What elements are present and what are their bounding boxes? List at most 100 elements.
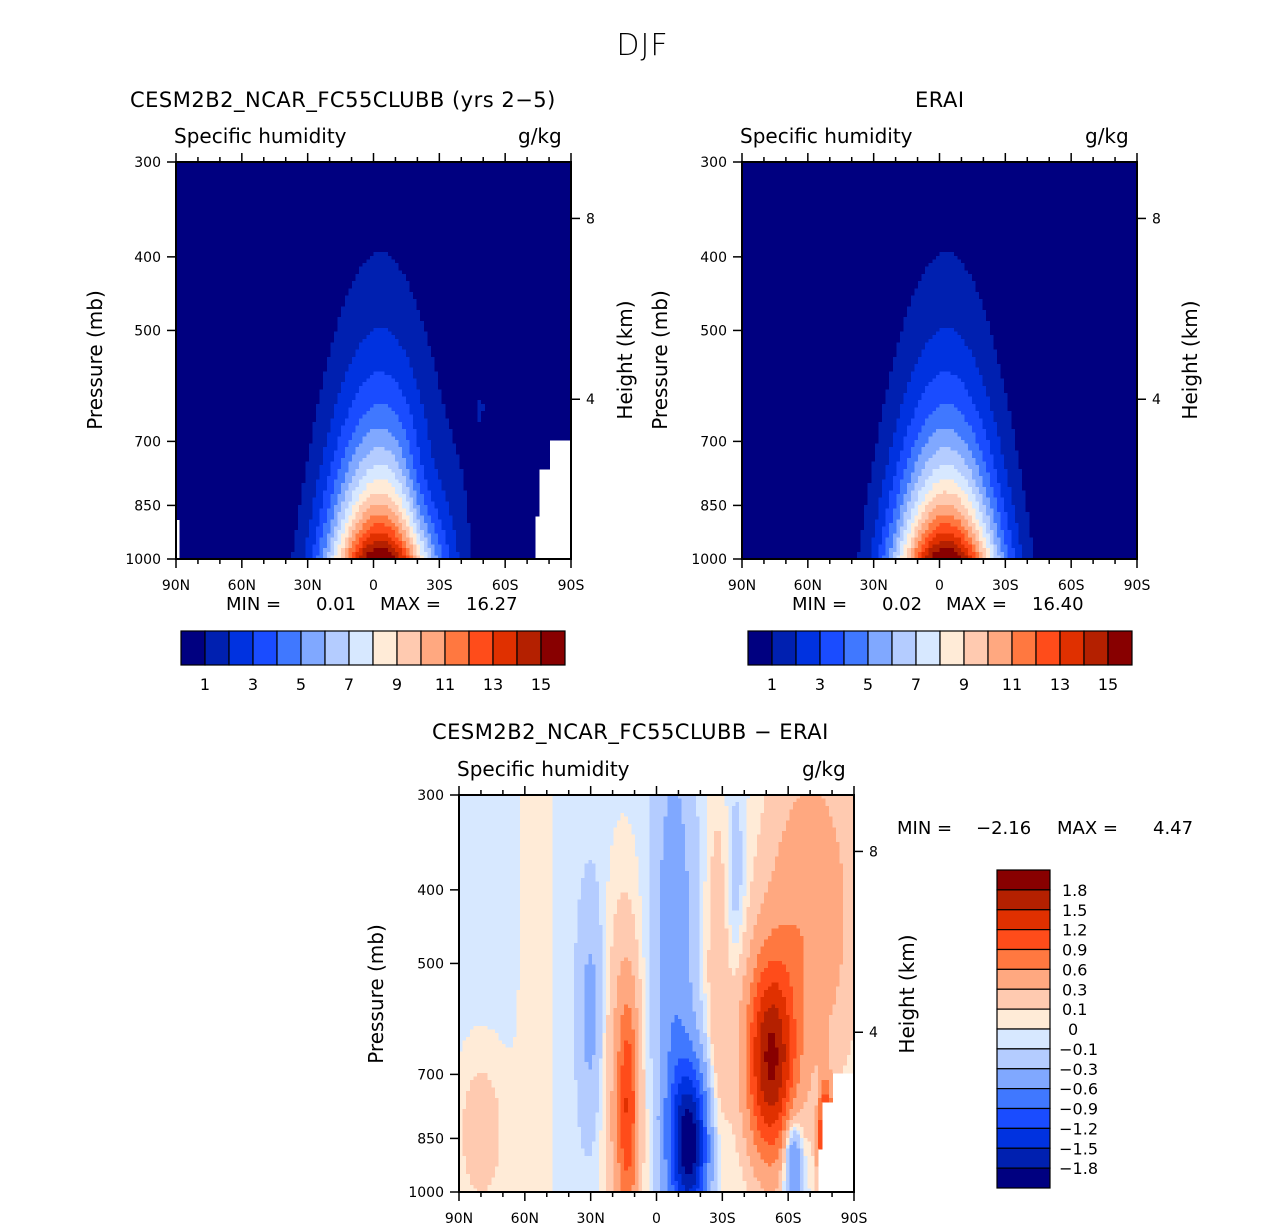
colorbar-model <box>180 630 566 666</box>
colorbar-box-model <box>300 630 326 666</box>
panel-title-diff: CESM2B2_NCAR_FC55CLUBB − ERAI <box>432 720 829 744</box>
variable-label-obs: Specific humidity <box>740 124 913 148</box>
colorbar-box-diff <box>996 968 1051 990</box>
panel-title-obs: ERAI <box>915 88 965 112</box>
y-tick-label-diff: 1000 <box>408 1185 444 1201</box>
x-tick-label-model: 0 <box>369 578 378 594</box>
y-right-tick-label-model: 4 <box>586 392 595 408</box>
colorbar-box-diff <box>996 948 1051 970</box>
y-tick-label-obs: 300 <box>700 155 727 171</box>
colorbar-box-diff <box>996 1127 1051 1149</box>
x-tick-label-diff: 90S <box>841 1211 868 1227</box>
units-label-model: g/kg <box>518 124 562 148</box>
colorbar-diff <box>996 869 1051 1189</box>
colorbar-box-obs <box>1107 630 1133 666</box>
colorbar-label-obs: 9 <box>959 675 969 694</box>
colorbar-box-model <box>228 630 254 666</box>
x-tick-label-obs: 90S <box>1124 578 1151 594</box>
colorbar-label-model: 5 <box>296 675 306 694</box>
colorbar-box-diff <box>996 1048 1051 1070</box>
y-tick-label-obs: 500 <box>700 323 727 339</box>
colorbar-box-obs <box>795 630 821 666</box>
y-tick-label-diff: 400 <box>417 883 444 899</box>
x-tick-label-model: 90N <box>162 578 190 594</box>
max-label-obs: MAX = <box>946 594 1007 615</box>
min-label-model: MIN = <box>226 594 281 615</box>
colorbar-box-diff <box>996 929 1051 951</box>
colorbar-box-diff <box>996 988 1051 1010</box>
colorbar-box-model <box>324 630 350 666</box>
colorbar-box-obs <box>1083 630 1109 666</box>
colorbar-label-model: 1 <box>200 675 210 694</box>
colorbar-label-obs: 1 <box>767 675 777 694</box>
x-tick-label-diff: 60N <box>511 1211 539 1227</box>
y-tick-label-model: 1000 <box>125 552 161 568</box>
colorbar-box-model <box>252 630 278 666</box>
colorbar-box-model <box>516 630 542 666</box>
colorbar-box-diff <box>996 1068 1051 1090</box>
colorbar-label-obs: 3 <box>815 675 825 694</box>
colorbar-label-model: 13 <box>483 675 503 694</box>
colorbar-label-obs: 11 <box>1002 675 1022 694</box>
min-value-diff: −2.16 <box>976 818 1031 839</box>
x-tick-label-model: 90S <box>558 578 585 594</box>
y-right-tick-label-obs: 8 <box>1152 211 1161 227</box>
colorbar-box-obs <box>843 630 869 666</box>
plot-area-diff <box>450 786 863 1201</box>
colorbar-obs <box>747 630 1133 666</box>
y-tick-label-model: 300 <box>134 155 161 171</box>
y-tick-label-model: 500 <box>134 323 161 339</box>
colorbar-label-obs: 15 <box>1098 675 1118 694</box>
x-tick-label-obs: 90N <box>728 578 756 594</box>
min-value-obs: 0.02 <box>882 594 922 615</box>
plot-area-model <box>167 153 580 568</box>
colorbar-box-obs <box>867 630 893 666</box>
colorbar-box-diff <box>996 1147 1051 1169</box>
y-tick-label-obs: 850 <box>700 498 727 514</box>
x-tick-label-obs: 60N <box>794 578 822 594</box>
x-tick-label-obs: 30N <box>860 578 888 594</box>
colorbar-box-obs <box>771 630 797 666</box>
colorbar-label-diff: −0.3 <box>1059 1060 1098 1079</box>
colorbar-label-diff: 0 <box>1068 1020 1078 1039</box>
colorbar-label-diff: −0.1 <box>1059 1040 1098 1059</box>
colorbar-box-diff <box>996 889 1051 911</box>
colorbar-box-model <box>276 630 302 666</box>
colorbar-box-model <box>372 630 398 666</box>
colorbar-box-obs <box>1011 630 1037 666</box>
x-tick-label-diff: 90N <box>445 1211 473 1227</box>
colorbar-box-obs <box>747 630 773 666</box>
colorbar-label-obs: 7 <box>911 675 921 694</box>
colorbar-box-model <box>420 630 446 666</box>
colorbar-label-diff: −1.5 <box>1059 1139 1098 1158</box>
colorbar-box-diff <box>996 1107 1051 1129</box>
colorbar-box-diff <box>996 1008 1051 1030</box>
y-tick-label-model: 400 <box>134 250 161 266</box>
figure-title: DJF <box>0 28 1285 63</box>
y-right-tick-label-diff: 8 <box>869 844 878 860</box>
max-value-model: 16.27 <box>466 594 518 615</box>
colorbar-label-obs: 5 <box>863 675 873 694</box>
colorbar-box-obs <box>915 630 941 666</box>
colorbar-box-model <box>444 630 470 666</box>
variable-label-diff: Specific humidity <box>457 757 630 781</box>
colorbar-label-obs: 13 <box>1050 675 1070 694</box>
colorbar-label-model: 3 <box>248 675 258 694</box>
max-label-model: MAX = <box>380 594 441 615</box>
plot-area-obs <box>733 153 1146 568</box>
colorbar-box-model <box>468 630 494 666</box>
x-tick-label-diff: 30S <box>709 1211 736 1227</box>
x-tick-label-diff: 30N <box>577 1211 605 1227</box>
x-tick-label-diff: 0 <box>652 1211 661 1227</box>
colorbar-box-diff <box>996 1028 1051 1050</box>
x-tick-label-model: 60N <box>228 578 256 594</box>
colorbar-box-model <box>492 630 518 666</box>
min-value-model: 0.01 <box>316 594 356 615</box>
colorbar-label-diff: 1.2 <box>1062 921 1087 940</box>
y-tick-label-model: 700 <box>134 434 161 450</box>
colorbar-label-diff: 0.1 <box>1062 1000 1087 1019</box>
y-tick-label-obs: 700 <box>700 434 727 450</box>
x-tick-label-model: 30N <box>294 578 322 594</box>
colorbar-box-model <box>540 630 566 666</box>
